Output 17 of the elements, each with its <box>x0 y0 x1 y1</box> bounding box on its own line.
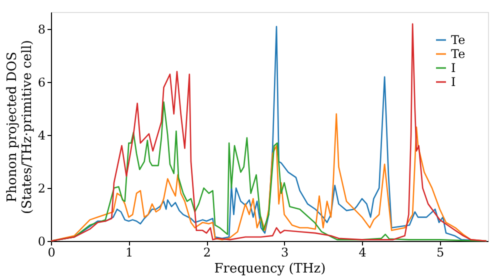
x-tick-label: 0 <box>48 246 56 260</box>
y-axis-title: Phonon projected DOS (States/THz·primitive cell) <box>4 40 35 214</box>
x-tick-label: 4 <box>358 246 367 260</box>
x-tick-label: 1 <box>125 246 134 260</box>
x-tick-label: 5 <box>436 246 444 260</box>
y-tick-label: 4 <box>38 128 46 143</box>
legend-label: Te <box>451 47 466 61</box>
y-tick-label: 6 <box>38 76 46 90</box>
x-tick-label: 3 <box>280 246 289 260</box>
legend-label: I <box>451 61 456 75</box>
legend-label: Te <box>451 33 466 47</box>
x-tick-label: 2 <box>203 246 211 260</box>
y-tick-label: 8 <box>38 22 46 37</box>
y-tick-label: 0 <box>38 234 46 248</box>
legend-label: I <box>451 75 456 89</box>
x-axis-title: Frequency (THz) <box>214 262 326 276</box>
y-tick-label: 2 <box>38 182 46 196</box>
